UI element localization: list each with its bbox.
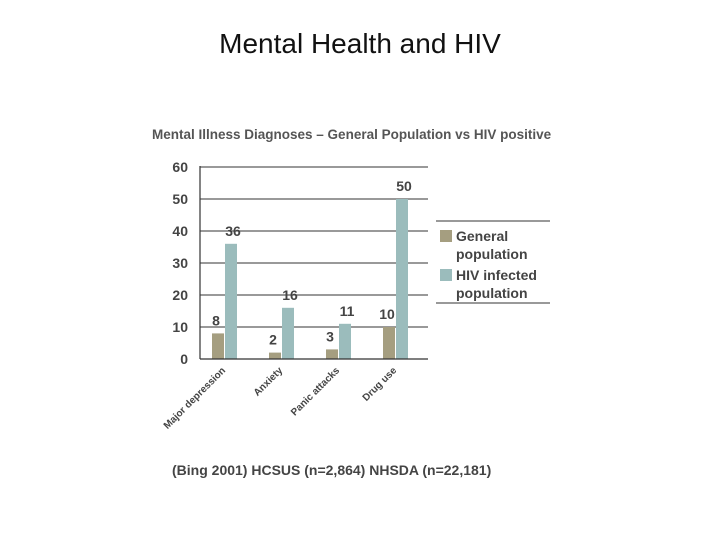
bar-general-0 [212, 333, 224, 359]
data-labels: 8 36 2 16 3 11 10 50 [212, 178, 412, 348]
data-label: 2 [269, 332, 277, 348]
bar-general-2 [326, 349, 338, 359]
bar-hiv-2 [339, 323, 351, 359]
bar-hiv-1 [282, 307, 294, 359]
legend-swatch-hiv [440, 269, 452, 281]
legend-swatch-general [440, 230, 452, 242]
chart-title: Mental Illness Diagnoses – General Popul… [152, 127, 552, 142]
x-category-label: Anxiety [252, 365, 286, 399]
bar-general-1 [269, 352, 281, 359]
y-tick-label: 0 [180, 351, 188, 367]
slide-title: Mental Health and HIV [219, 28, 501, 59]
data-label: 50 [396, 178, 412, 194]
bars [212, 199, 408, 359]
data-label: 10 [379, 306, 395, 322]
bar-hiv-0 [225, 243, 237, 359]
legend-label-hiv: HIV infected population [456, 267, 537, 301]
y-tick-label: 30 [172, 255, 188, 271]
data-label: 36 [225, 223, 241, 239]
data-label: 16 [282, 287, 298, 303]
data-label: 3 [326, 328, 334, 344]
y-tick-label: 50 [172, 191, 188, 207]
legend: General population HIV infected population [436, 220, 550, 304]
y-tick-label: 40 [172, 223, 188, 239]
legend-label-general: General population [456, 228, 528, 262]
data-label: 11 [340, 303, 355, 319]
bar-chart: Mental Illness Diagnoses – General Popul… [152, 127, 552, 478]
x-axis-categories: Major depression Anxiety Panic attacks Drug… [162, 365, 400, 432]
chart-footnote: (Bing 2001) HCSUS (n=2,864) NHSDA (n=22,… [172, 462, 491, 478]
x-category-label: Major depression [162, 365, 228, 431]
bar-general-3 [383, 327, 395, 359]
data-label: 8 [212, 312, 220, 328]
chart-panel: Mental Illness Diagnoses – General Popul… [150, 118, 570, 482]
y-tick-label: 10 [172, 319, 188, 335]
y-tick-label: 20 [172, 287, 188, 303]
axes [199, 166, 428, 360]
y-axis-ticks: 0 10 20 30 40 50 60 [172, 159, 188, 367]
x-category-label: Drug use [361, 365, 400, 404]
x-category-label: Panic attacks [289, 365, 342, 418]
bar-hiv-3 [396, 199, 408, 359]
y-tick-label: 60 [172, 159, 188, 175]
